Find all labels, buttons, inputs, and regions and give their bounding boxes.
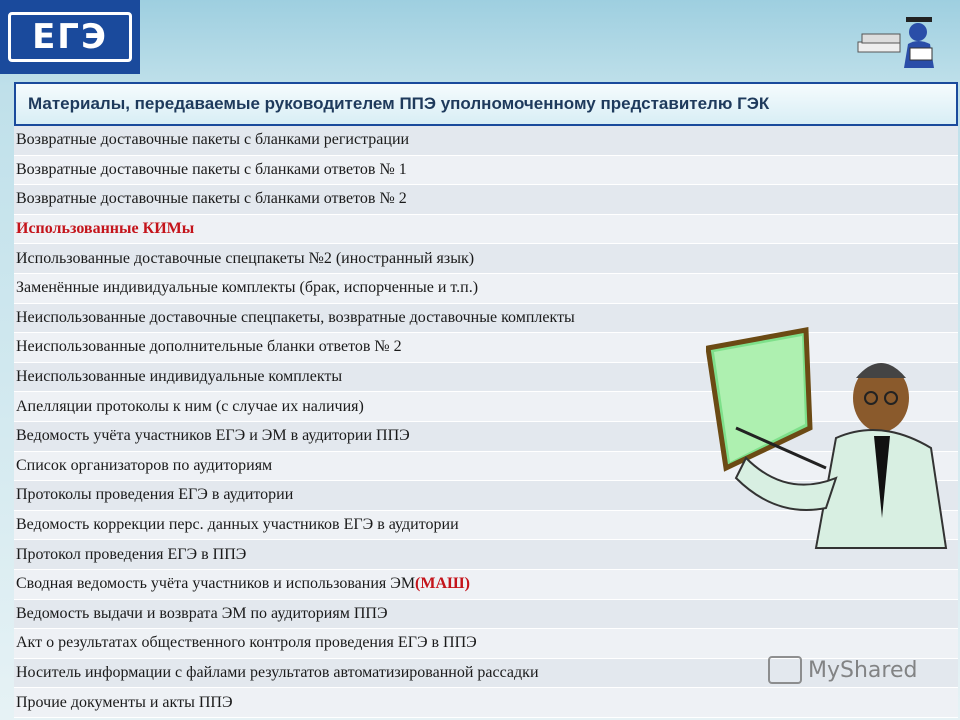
table-row: Заменённые индивидуальные комплекты (бра… — [14, 273, 958, 304]
table-row: Использованные КИМы — [14, 214, 958, 245]
row-text: Ведомость коррекции перс. данных участни… — [16, 516, 459, 534]
table-row: Возвратные доставочные пакеты с бланками… — [14, 126, 958, 156]
row-text: Использованные доставочные спецпакеты №2… — [16, 249, 475, 267]
table-row: Ведомость выдачи и возврата ЭМ по аудито… — [14, 599, 958, 630]
row-text: Неиспользованные индивидуальные комплект… — [16, 368, 343, 386]
graduate-books-icon — [857, 17, 934, 68]
table-rows: Возвратные доставочные пакеты с бланками… — [14, 126, 958, 718]
table-row: Акт о результатах общественного контроля… — [14, 629, 958, 659]
ege-logo: ЕГЭ — [0, 0, 140, 74]
row-text: Неиспользованные доставочные спецпакеты,… — [16, 308, 575, 326]
row-text: Сводная ведомость учёта участников и исп… — [16, 575, 416, 593]
table-row: Ведомость учёта участников ЕГЭ и ЭМ в ау… — [14, 421, 958, 452]
table-row: Неиспользованные доставочные спецпакеты,… — [14, 303, 958, 334]
table-row: Прочие документы и акты ППЭ — [14, 688, 958, 718]
table-title: Материалы, передаваемые руководителем ПП… — [14, 82, 958, 126]
row-text: Неиспользованные дополнительные бланки о… — [16, 338, 402, 356]
ege-logo-text: ЕГЭ — [8, 12, 132, 62]
row-text: Протоколы проведения ЕГЭ в аудитории — [16, 486, 294, 504]
row-text: Использованные КИМы — [16, 220, 195, 238]
table-row: Сводная ведомость учёта участников и исп… — [14, 569, 958, 600]
row-text: Возвратные доставочные пакеты с бланками… — [16, 131, 410, 149]
row-text: Акт о результатах общественного контроля… — [16, 634, 477, 652]
row-text: Носитель информации с файлами результато… — [16, 663, 539, 681]
materials-table: Материалы, передаваемые руководителем ПП… — [14, 82, 958, 718]
row-highlight: (МАШ) — [415, 575, 470, 593]
table-row: Использованные доставочные спецпакеты №2… — [14, 244, 958, 274]
table-row: Ведомость коррекции перс. данных участни… — [14, 510, 958, 541]
row-text: Ведомость учёта участников ЕГЭ и ЭМ в ау… — [16, 427, 410, 445]
row-text: Прочие документы и акты ППЭ — [16, 693, 233, 711]
watermark-text: MyShared — [808, 657, 918, 683]
row-text: Возвратные доставочные пакеты с бланками… — [16, 160, 407, 178]
row-text: Протокол проведения ЕГЭ в ППЭ — [16, 545, 247, 563]
table-row: Возвратные доставочные пакеты с бланками… — [14, 185, 958, 215]
row-text: Список организаторов по аудиториям — [16, 456, 273, 474]
table-row: Протокол проведения ЕГЭ в ППЭ — [14, 540, 958, 570]
table-row: Возвратные доставочные пакеты с бланками… — [14, 155, 958, 186]
teacher-with-board-illustration — [706, 327, 948, 549]
row-text: Заменённые индивидуальные комплекты (бра… — [16, 279, 479, 297]
row-text: Ведомость выдачи и возврата ЭМ по аудито… — [16, 604, 388, 622]
row-text: Апелляции протоколы к ним (с случае их н… — [16, 397, 364, 415]
row-text: Возвратные доставочные пакеты с бланками… — [16, 190, 407, 208]
myshared-watermark: MyShared — [768, 656, 917, 684]
presentation-icon — [768, 656, 802, 684]
